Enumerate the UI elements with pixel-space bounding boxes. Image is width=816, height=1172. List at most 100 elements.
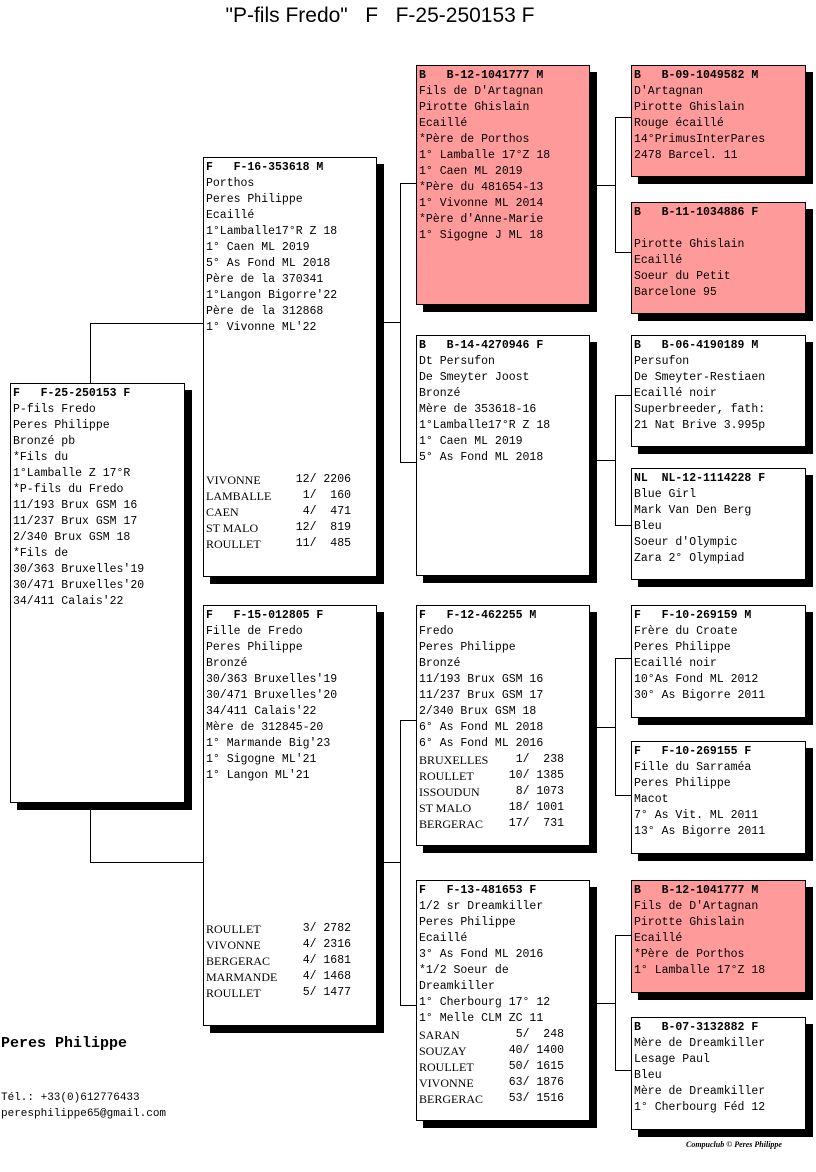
info-line: 1° Caen ML 2019 <box>419 165 523 178</box>
race-result-row: CAEN 4/ 471 <box>206 504 351 520</box>
race-results: SARAN 5/ 248 SOUZAY 40/ 1400 ROULLET 50/ 1615… <box>419 1027 587 1107</box>
connector-line <box>400 462 416 463</box>
race-result-row: ROULLET 3/ 2782 <box>206 921 351 937</box>
info-line: Mère de Dreamkiller <box>634 1085 766 1098</box>
connector-line <box>597 185 615 186</box>
breeder-name: Peres Philippe <box>1 1035 128 1052</box>
info-line: 1°Lamballe17°R Z 18 <box>206 225 338 238</box>
copyright-footer: Compuclub © Peres Philippe <box>686 1140 782 1149</box>
info-line: 34/411 Calais'22 <box>206 705 317 718</box>
pigeon-card-dam-dam-dam: B B-07-3132882 F Mère de Dreamkiller Lesag… <box>631 1017 806 1130</box>
race-name: VIVONNE <box>206 938 261 952</box>
connector-line <box>400 183 401 462</box>
race-place: 4/ 1681 <box>302 954 351 967</box>
info-line: 10°As Fond ML 2012 <box>634 673 759 686</box>
race-result-row: ISSOUDUN 8/ 1073 <box>419 784 564 800</box>
race-name: ROULLET <box>206 537 261 551</box>
race-result-row: BERGERAC 53/ 1516 <box>419 1091 564 1107</box>
info-line: Dt Persufon <box>419 355 495 368</box>
info-line: Pirotte Ghislain <box>634 916 745 929</box>
ring-number: B B-06-4190189 M <box>634 339 759 352</box>
race-place: 11/ 485 <box>295 537 351 550</box>
info-line: *1/2 Soeur de <box>419 964 509 977</box>
race-result-row: ST MALO 12/ 819 <box>206 520 351 536</box>
info-line: 34/411 Calais'22 <box>13 595 124 608</box>
info-line: 30/363 Bruxelles'19 <box>206 673 338 686</box>
info-line: Superbreeder, fath: <box>634 403 766 416</box>
ring-number: B B-09-1049582 M <box>634 69 759 82</box>
race-result-row: BERGERAC 4/ 1681 <box>206 953 351 969</box>
race-name: ST MALO <box>419 801 472 815</box>
race-result-row: SARAN 5/ 248 <box>419 1027 564 1043</box>
connector-line <box>615 658 616 795</box>
info-line: Mère de 353618-16 <box>419 403 537 416</box>
info-line: 6° As Fond ML 2016 <box>419 737 544 750</box>
info-line: P-fils Fredo <box>13 403 96 416</box>
race-result-row: VIVONNE 12/ 2206 <box>206 472 351 488</box>
race-result-row: VIVONNE 4/ 2316 <box>206 937 351 953</box>
info-line: 13° As Bigorre 2011 <box>634 825 766 838</box>
breeder-phone: Tél.: +33(0)612776433 <box>1 1092 140 1104</box>
info-line: 11/193 Brux GSM 16 <box>419 673 544 686</box>
pigeon-card-dam-sire-dam: F F-10-269155 F Fille du Sarraméa Peres Ph… <box>631 741 806 854</box>
info-line: Peres Philippe <box>419 641 516 654</box>
ring-number: B B-11-1034886 F <box>634 206 759 219</box>
pigeon-card-dam-dam: F F-13-481653 F 1/2 sr Dreamkiller Peres P… <box>416 880 590 1121</box>
race-results: BRUXELLES 1/ 238 ROULLET 10/ 1385 ISSOUDUN 8/… <box>419 752 587 832</box>
pigeon-card-dam-sire: F F-12-462255 M Fredo Peres Philippe Bronzé… <box>416 605 590 846</box>
race-place: 4/ 2316 <box>302 938 351 951</box>
race-place: 3/ 2782 <box>302 922 351 935</box>
info-line: Fille de Fredo <box>206 625 303 638</box>
info-line: 30/363 Bruxelles'19 <box>13 563 145 576</box>
race-name: BERGERAC <box>419 1092 484 1106</box>
info-line: Dreamkiller <box>419 980 495 993</box>
breeder-email[interactable]: peresphilippe65@gmail.com <box>1 1108 167 1120</box>
info-line: 1°Langon Bigorre'22 <box>206 289 338 302</box>
info-line: 1° Lamballe 17°Z 18 <box>634 964 766 977</box>
info-line: Blue Girl <box>634 488 697 501</box>
connector-line <box>90 862 203 863</box>
info-line: 21 Nat Brive 3.995p <box>634 419 766 432</box>
info-line: Persufon <box>634 355 690 368</box>
race-place: 12/ 819 <box>295 521 351 534</box>
connector-line <box>615 935 616 1070</box>
race-result-row: BERGERAC 17/ 731 <box>419 816 564 832</box>
info-line: *Père de Porthos <box>634 948 745 961</box>
info-line: 7° As Vit. ML 2011 <box>634 809 759 822</box>
info-line: Fille du Sarraméa <box>634 761 752 774</box>
race-place: 8/ 1073 <box>515 785 564 798</box>
info-line: 1°Lamballe Z 17°R <box>13 467 131 480</box>
info-line: 5° As Fond ML 2018 <box>419 451 544 464</box>
info-line: 30/471 Bruxelles'20 <box>13 579 145 592</box>
info-line: 11/193 Brux GSM 16 <box>13 499 138 512</box>
info-line: Mark Van Den Berg <box>634 504 752 517</box>
race-name: LAMBALLE <box>206 489 272 503</box>
info-line: 30/471 Bruxelles'20 <box>206 689 338 702</box>
race-result-row: ROULLET 11/ 485 <box>206 536 351 552</box>
info-line: 11/237 Brux GSM 17 <box>419 689 544 702</box>
info-line: 1° Langon ML'21 <box>206 769 310 782</box>
page-title: "P-fils Fredo" F F-25-250153 F <box>225 4 535 27</box>
connector-line <box>90 323 203 324</box>
race-place: 50/ 1615 <box>508 1060 564 1073</box>
info-line: 1° Caen ML 2019 <box>419 435 523 448</box>
info-line: Peres Philippe <box>206 193 303 206</box>
connector-line <box>597 460 615 461</box>
race-result-row: MARMANDE 4/ 1468 <box>206 969 351 985</box>
race-place: 18/ 1001 <box>508 801 564 814</box>
info-line: Bronzé <box>206 657 248 670</box>
info-line: *Fils de <box>13 547 69 560</box>
ring-number: F F-10-269155 F <box>634 745 752 758</box>
info-line: 1° Vivonne ML'22 <box>206 321 317 334</box>
info-line: *Fils du <box>13 451 69 464</box>
pigeon-card-sire-sire: B B-12-1041777 M Fils de D'Artagnan Pirott… <box>416 65 590 305</box>
info-line: Ecaillé <box>634 932 683 945</box>
info-line: Barcelone 95 <box>634 286 717 299</box>
info-line: 1° Marmande Big'23 <box>206 737 331 750</box>
race-place: 5/ 1477 <box>302 986 351 999</box>
race-place: 5/ 248 <box>515 1028 564 1041</box>
info-line: Macot <box>634 793 669 806</box>
connector-line <box>384 322 400 323</box>
ring-number: F F-12-462255 M <box>419 609 537 622</box>
